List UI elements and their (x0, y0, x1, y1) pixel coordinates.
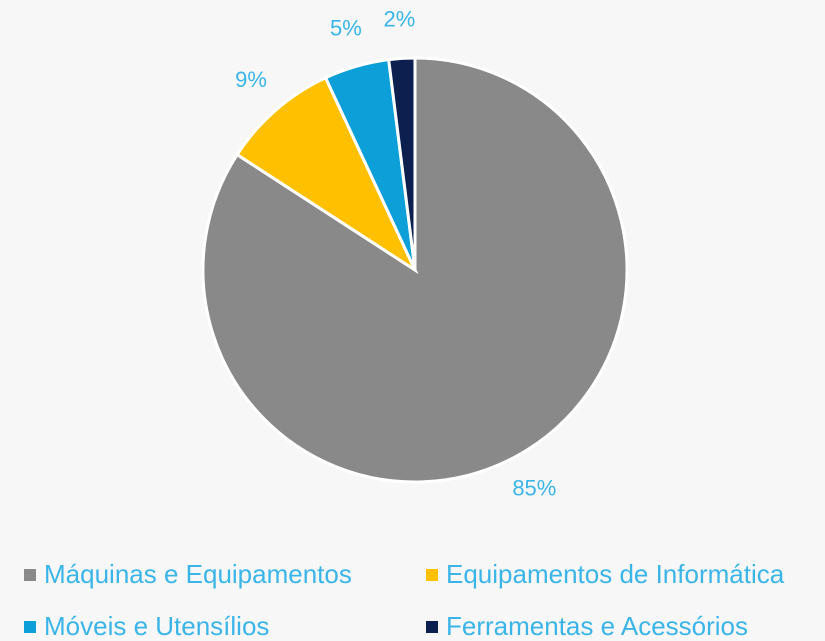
data-label: 9% (235, 67, 267, 92)
data-label: 2% (384, 6, 416, 31)
legend-swatch (426, 569, 438, 581)
legend-swatch (24, 621, 36, 633)
legend-label: Máquinas e Equipamentos (44, 559, 352, 589)
legend-label: Móveis e Utensílios (44, 611, 269, 641)
pie-slice (387, 56, 417, 271)
legend-swatch (24, 569, 36, 581)
legend-label: Ferramentas e Acessórios (446, 611, 748, 641)
legend-label: Equipamentos de Informática (446, 559, 785, 589)
pie-slice (235, 75, 419, 275)
legend-swatch (426, 621, 438, 633)
data-label: 5% (330, 16, 362, 41)
data-label: 85% (512, 475, 556, 500)
